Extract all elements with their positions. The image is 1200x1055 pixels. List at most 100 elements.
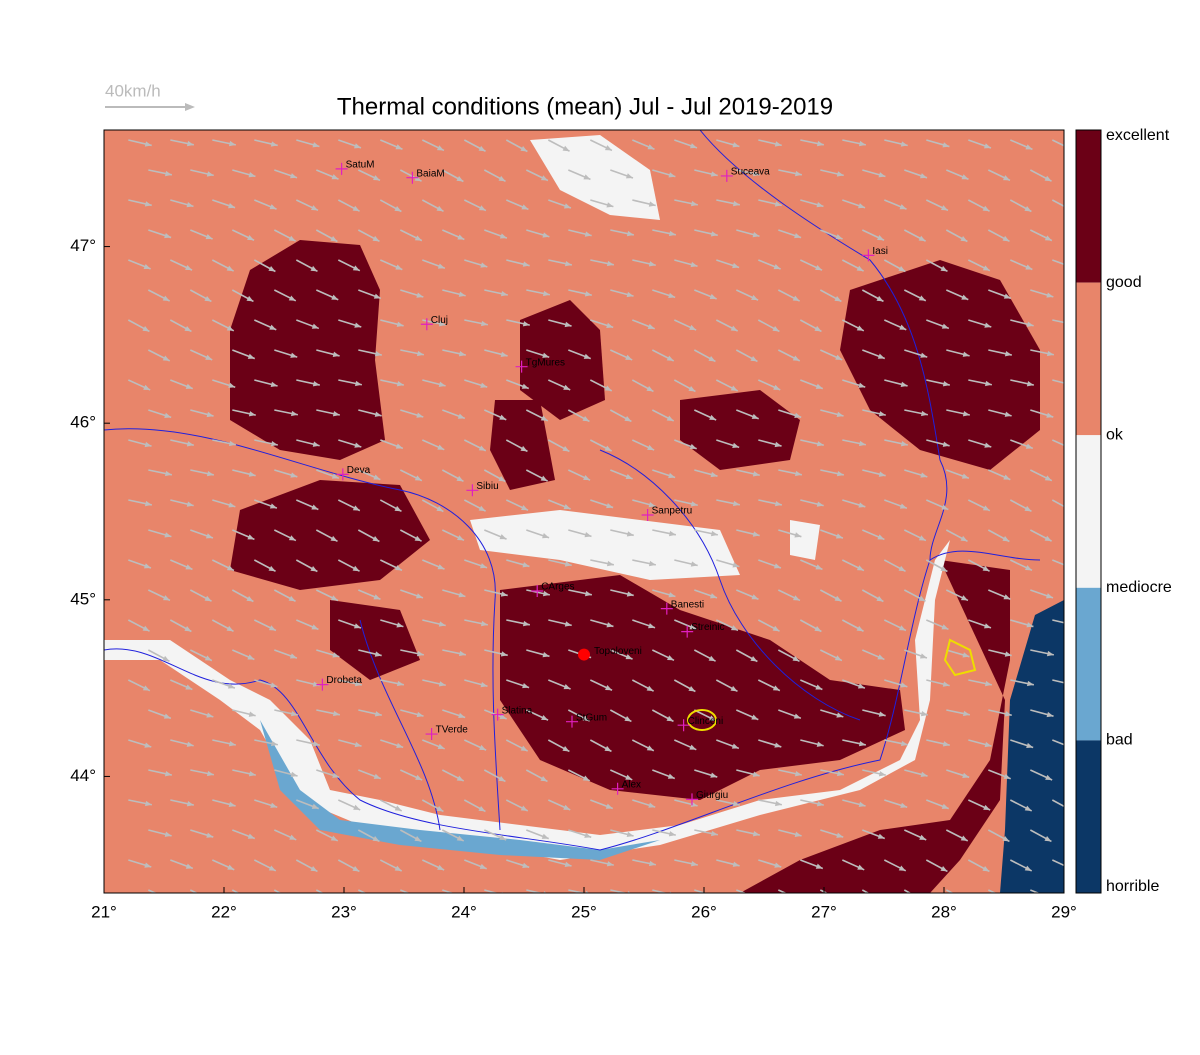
wind-arrowhead [1046,711,1054,718]
wind-arrowhead [541,833,549,839]
wind-arrow [1051,199,1064,208]
mediocre-areas [104,135,950,860]
wind-arrowhead [354,143,361,149]
wind-arrowhead [961,896,968,901]
wind-arrowhead [226,625,234,632]
city-marker [681,625,694,638]
wind-arrow [610,889,629,893]
wind-arrowhead [920,472,928,478]
wind-arrowhead [836,770,844,777]
wind-arrowhead [205,895,212,900]
wind-arrowhead [142,325,150,332]
wind-arrowhead [1067,445,1074,450]
wind-arrowhead [1024,206,1032,212]
wind-arrowhead [582,415,590,422]
colorbar-label: excellent [1106,127,1170,144]
wind-arrowhead [876,896,883,901]
wind-arrows [127,139,1075,901]
wind-arrowhead [816,202,824,208]
region [740,560,1010,893]
region [840,260,1040,470]
wind-arrowhead [415,774,423,780]
wind-arrow [736,889,747,893]
wind-arrowhead [205,354,213,360]
wind-arrowhead [752,894,759,899]
wind-arrowhead [246,295,254,302]
wind-arrowhead [962,351,970,357]
wind-arrow [1052,679,1064,684]
wind-arrowhead [226,265,234,272]
wind-arrowhead [918,535,926,541]
wind-arrowhead [1025,144,1033,150]
wind-arrow [945,889,954,893]
wind-arrowhead [228,502,236,508]
wind-arrowhead [542,533,550,539]
x-tick-label: 22° [211,902,237,921]
wind-arrowhead [982,505,990,511]
city-marker [686,793,698,806]
wind-arrowhead [416,292,424,298]
wind-arrowhead [563,804,571,810]
wind-arrowhead [1067,206,1074,211]
wind-arrowhead [1004,351,1012,357]
wind-arrowhead [498,175,506,182]
wind-arrowhead [480,620,488,627]
wind-arrowhead [458,351,466,357]
wind-arrowhead [563,684,571,690]
wind-arrowhead [960,835,968,841]
wind-arrowhead [1068,744,1075,749]
wind-arrowhead [920,173,928,179]
wind-arrowhead [247,896,254,901]
region [490,400,555,490]
wind-arrowhead [162,355,170,361]
danube-band [104,540,950,860]
wind-arrowhead [983,143,991,149]
wind-arrowhead [290,472,298,478]
wind-arrowhead [1002,235,1010,242]
river [599,449,861,721]
wind-arrowhead [690,501,698,507]
wind-arrowhead [414,235,422,241]
wind-arrowhead [940,865,948,872]
wind-arrowhead [625,173,633,179]
wind-arrowhead [144,201,152,207]
wind-arrowhead [708,715,716,721]
colorbar-segment [1076,740,1101,893]
wind-arrowhead [331,473,339,479]
wind-arrowhead [815,564,823,570]
wind-arrowhead [688,385,696,392]
wind-arrowhead [1046,292,1054,298]
wind-arrowhead [793,713,801,719]
wind-arrowhead [142,625,150,632]
wind-arrowhead [794,532,802,538]
wind-arrowhead [500,591,508,597]
wind-arrowhead [457,535,464,541]
wind-arrowhead [564,260,572,267]
city-marker [420,318,433,331]
wind-arrowhead [394,865,402,871]
wind-arrowhead [750,656,758,662]
wind-arrowhead [478,805,486,812]
city-label: BaiaM [416,168,444,179]
x-tick-label: 23° [331,902,357,921]
colorbar-frame [1075,129,1102,894]
city-label: Suceava [731,167,770,178]
wind-arrowhead [143,563,151,569]
city-marker [491,708,504,721]
wind-arrowhead [270,381,278,388]
region [230,240,385,460]
wind-arrowhead [184,325,192,332]
wind-arrowhead [1068,263,1075,268]
wind-arrowhead [1046,593,1054,599]
wind-arrowhead [436,205,444,212]
wind-arrowhead [478,505,486,512]
wind-arrowhead [269,503,277,509]
wind-arrowhead [624,415,632,422]
wind-arrowhead [416,350,424,357]
wind-arrowhead [668,472,676,479]
wind-arrowhead [774,742,782,748]
city-marker [720,169,733,182]
y-tick-label: 47° [70,236,96,255]
wind-arrowhead [752,771,760,777]
wind-arrowhead [288,235,296,242]
